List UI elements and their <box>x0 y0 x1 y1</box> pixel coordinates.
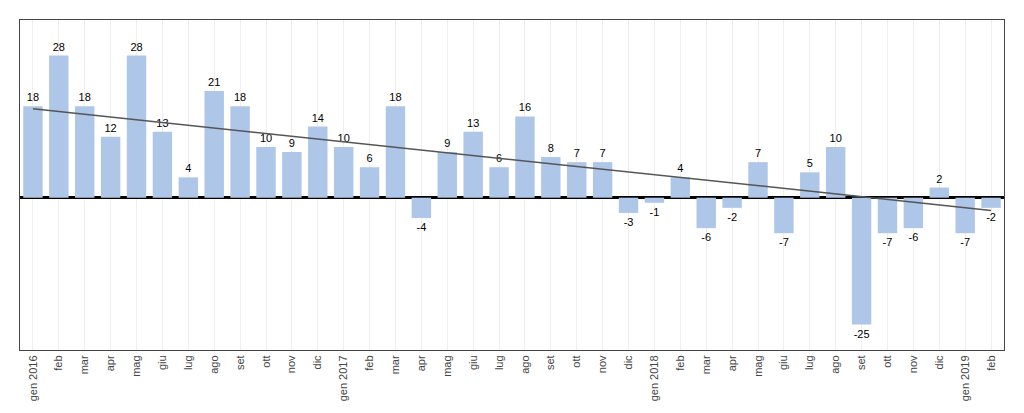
svg-text:gen 2017: gen 2017 <box>337 355 349 401</box>
svg-text:set: set <box>544 355 556 370</box>
svg-text:ago: ago <box>208 355 220 373</box>
svg-text:ott: ott <box>570 355 582 367</box>
svg-text:7: 7 <box>574 147 580 159</box>
svg-text:lug: lug <box>493 355 505 370</box>
svg-text:9: 9 <box>289 137 295 149</box>
svg-text:lug: lug <box>182 355 194 370</box>
svg-text:gen 2018: gen 2018 <box>648 355 660 401</box>
svg-text:-7: -7 <box>960 236 970 248</box>
svg-text:nov: nov <box>907 355 919 373</box>
svg-text:-2: -2 <box>986 211 996 223</box>
svg-text:dic: dic <box>311 355 323 370</box>
svg-text:gen 2019: gen 2019 <box>959 355 971 401</box>
svg-text:10: 10 <box>338 132 350 144</box>
svg-text:13: 13 <box>467 117 479 129</box>
svg-text:mag: mag <box>752 355 764 376</box>
svg-text:18: 18 <box>79 91 91 103</box>
svg-text:-2: -2 <box>727 211 737 223</box>
svg-text:5: 5 <box>807 157 813 169</box>
svg-text:18: 18 <box>27 91 39 103</box>
svg-text:mar: mar <box>78 355 90 374</box>
svg-text:apr: apr <box>726 355 738 371</box>
svg-text:-1: -1 <box>650 206 660 218</box>
svg-text:14: 14 <box>312 112 324 124</box>
svg-text:-6: -6 <box>908 231 918 243</box>
svg-text:mar: mar <box>389 355 401 374</box>
svg-text:nov: nov <box>285 355 297 373</box>
svg-text:10: 10 <box>260 132 272 144</box>
svg-text:dic: dic <box>933 355 945 370</box>
svg-text:set: set <box>855 355 867 370</box>
svg-text:18: 18 <box>389 91 401 103</box>
svg-text:feb: feb <box>674 355 686 370</box>
svg-text:10: 10 <box>830 132 842 144</box>
svg-text:set: set <box>234 355 246 370</box>
svg-text:21: 21 <box>208 76 220 88</box>
svg-text:12: 12 <box>105 122 117 134</box>
svg-text:-4: -4 <box>416 221 426 233</box>
svg-text:feb: feb <box>985 355 997 370</box>
svg-text:lug: lug <box>803 355 815 370</box>
svg-text:28: 28 <box>130 41 142 53</box>
svg-text:mag: mag <box>130 355 142 376</box>
svg-text:ott: ott <box>260 355 272 367</box>
svg-text:6: 6 <box>496 152 502 164</box>
svg-text:ott: ott <box>881 355 893 367</box>
svg-text:mag: mag <box>441 355 453 376</box>
svg-text:giu: giu <box>777 355 789 370</box>
svg-text:-7: -7 <box>779 236 789 248</box>
svg-text:ago: ago <box>829 355 841 373</box>
svg-text:-6: -6 <box>701 231 711 243</box>
svg-text:2: 2 <box>936 173 942 185</box>
svg-text:apr: apr <box>415 355 427 371</box>
svg-text:4: 4 <box>677 162 683 174</box>
svg-text:feb: feb <box>52 355 64 370</box>
svg-text:-25: -25 <box>854 328 870 340</box>
svg-text:8: 8 <box>548 142 554 154</box>
svg-text:28: 28 <box>53 41 65 53</box>
svg-text:ago: ago <box>519 355 531 373</box>
svg-text:18: 18 <box>234 91 246 103</box>
svg-text:7: 7 <box>755 147 761 159</box>
svg-text:giu: giu <box>156 355 168 370</box>
svg-text:mar: mar <box>700 355 712 374</box>
svg-text:giu: giu <box>467 355 479 370</box>
svg-text:13: 13 <box>156 117 168 129</box>
svg-text:-3: -3 <box>624 216 634 228</box>
svg-text:apr: apr <box>104 355 116 371</box>
svg-text:feb: feb <box>363 355 375 370</box>
svg-text:dic: dic <box>622 355 634 370</box>
svg-text:7: 7 <box>600 147 606 159</box>
svg-text:gen 2016: gen 2016 <box>27 355 39 401</box>
svg-text:6: 6 <box>367 152 373 164</box>
svg-text:9: 9 <box>444 137 450 149</box>
svg-text:16: 16 <box>519 101 531 113</box>
svg-text:4: 4 <box>185 162 191 174</box>
svg-text:-7: -7 <box>883 236 893 248</box>
svg-text:nov: nov <box>596 355 608 373</box>
